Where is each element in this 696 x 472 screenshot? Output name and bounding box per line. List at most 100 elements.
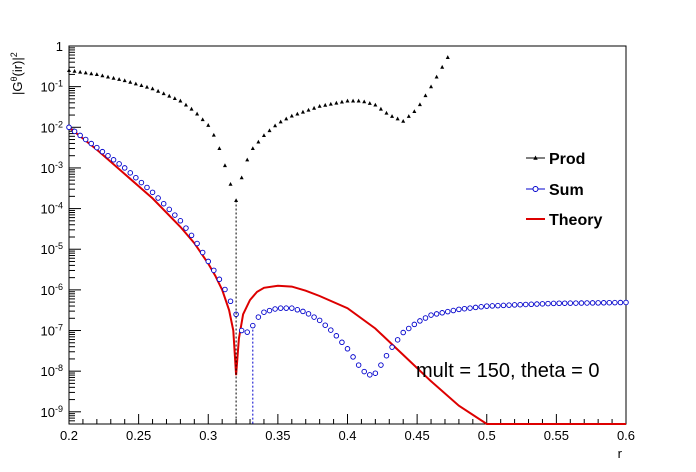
series-sum-point — [467, 305, 473, 311]
series-sum-point — [66, 124, 72, 131]
series-theory-line — [68, 126, 626, 425]
series-sum-point — [266, 307, 273, 314]
series-sum-point — [417, 318, 423, 324]
series-sum-point — [328, 327, 334, 333]
series-prod-point — [172, 96, 177, 101]
series-prod-point — [300, 109, 305, 114]
series-prod-point — [234, 198, 239, 203]
series-sum-point — [277, 305, 284, 311]
y-tick-label: 10-4 — [41, 201, 63, 217]
series-sum-point — [138, 179, 145, 186]
series-sum-point — [456, 306, 462, 313]
series-prod-point — [423, 93, 428, 98]
series-sum-point — [539, 301, 546, 307]
legend: Prod Sum Theory — [526, 151, 602, 229]
series-prod-point — [122, 78, 127, 83]
series-prod-point — [94, 72, 99, 77]
legend-label: Prod — [549, 151, 585, 168]
series-sum-point — [584, 300, 590, 306]
series-sum-point — [511, 302, 518, 308]
series-sum-point — [484, 303, 490, 309]
series-prod-point — [295, 111, 300, 116]
series-sum-point — [250, 322, 256, 329]
series-sum-point — [339, 339, 345, 346]
series-prod-point — [390, 114, 395, 118]
series-sum-point — [595, 300, 601, 306]
series-sum-point — [461, 305, 468, 312]
y-tick-label: 10-7 — [41, 323, 63, 339]
series-sum-point — [294, 307, 301, 313]
series-sum-point — [623, 299, 629, 306]
series-prod-point — [356, 98, 361, 103]
series-sum-point — [172, 212, 178, 218]
series-prod-point — [384, 110, 389, 115]
series-prod-point — [445, 55, 450, 59]
y-tick-label: 1 — [56, 39, 63, 54]
series-sum-point — [439, 310, 445, 316]
series-sum-point — [155, 195, 161, 201]
x-tick-label: 0.6 — [617, 428, 635, 443]
series-prod-point — [284, 116, 289, 121]
series-sum-point — [244, 329, 250, 335]
series-sum-point — [573, 300, 579, 306]
series-prod-point — [117, 77, 122, 81]
legend-swatch-prod — [533, 155, 538, 160]
series-prod-point — [373, 102, 378, 107]
series-prod-point — [278, 119, 283, 124]
series-prod-point — [72, 69, 77, 73]
series-prod-point — [406, 114, 411, 118]
series-sum-point — [216, 276, 223, 283]
series-prod-point — [323, 102, 328, 107]
series-prod-point — [111, 75, 116, 80]
series-sum-point — [556, 300, 562, 307]
series-sum-point — [144, 184, 150, 191]
series-sum-point — [361, 368, 367, 375]
series-sum-point — [400, 329, 406, 336]
series-prod-point — [144, 84, 149, 89]
series-prod-point — [412, 109, 417, 114]
series-sum-point — [367, 372, 373, 378]
series-sum-point — [600, 300, 607, 306]
series-sum-point — [589, 300, 596, 306]
x-tick-label: 0.55 — [544, 428, 569, 443]
series-sum-point — [433, 311, 440, 317]
series-prod-point — [434, 74, 439, 79]
series-prod-point — [222, 163, 227, 168]
series-prod-point — [317, 103, 322, 108]
series-sum-point — [561, 300, 568, 306]
series-prod-point — [206, 123, 211, 127]
series-prod-point — [395, 116, 400, 121]
series-prod-point — [312, 105, 317, 110]
series-prod-point — [401, 118, 406, 123]
series-prod-point — [256, 139, 261, 144]
series-prod-point — [367, 101, 372, 105]
series-prod-point — [217, 146, 222, 151]
y-tick-label: 10-1 — [41, 79, 63, 95]
series-sum-point — [578, 300, 585, 306]
series-sum-point — [495, 302, 501, 309]
series-prod-point — [183, 102, 188, 107]
series-sum-point — [489, 303, 496, 309]
series-sum-point — [472, 304, 479, 311]
x-tick-label: 0.35 — [265, 428, 290, 443]
series-sum-point — [194, 240, 200, 247]
legend-label: Theory — [549, 212, 602, 229]
y-tick-label: 10-9 — [41, 404, 63, 420]
series-sum-point — [188, 232, 195, 239]
series-sum-point — [389, 344, 395, 350]
series-prod-point — [289, 113, 294, 118]
series-sum-point — [177, 218, 184, 224]
series-sum-point — [450, 307, 457, 314]
series-prod-point — [178, 98, 183, 103]
series-sum-point — [344, 346, 351, 352]
series-sum-point — [99, 148, 106, 155]
series-sum-point — [71, 128, 78, 135]
series-prod-point — [89, 71, 94, 76]
series-sum-point — [205, 258, 211, 265]
series-prod-point — [362, 99, 367, 104]
series-sum-point — [567, 300, 574, 306]
series-sum-point — [545, 300, 551, 307]
series-sum-point — [211, 267, 217, 274]
series-sum-point — [110, 157, 117, 163]
